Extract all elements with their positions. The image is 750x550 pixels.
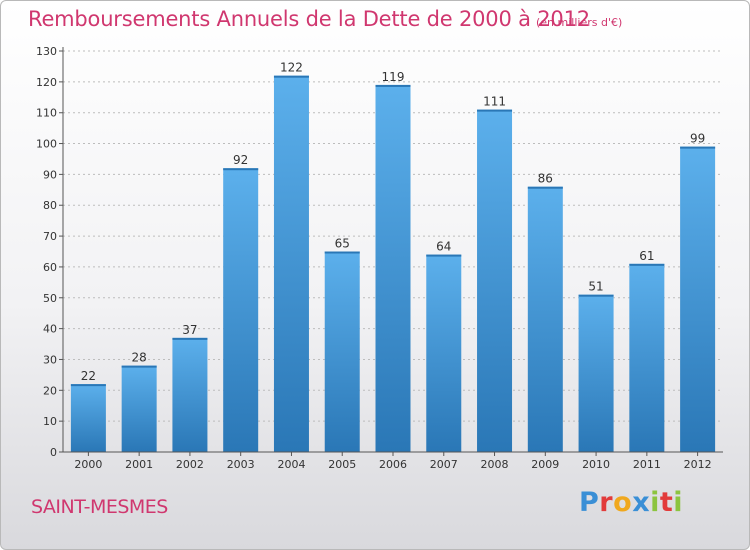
y-tick-label: 10: [43, 415, 57, 428]
bar-2006: [375, 84, 411, 452]
logo-letter: P: [579, 487, 600, 518]
x-tick-label: 2002: [176, 458, 204, 471]
bar-top-edge: [578, 294, 614, 297]
bar-2003: [223, 168, 259, 452]
proxiti-logo[interactable]: Proxiti: [579, 487, 683, 518]
bar-top-edge: [70, 384, 106, 387]
data-label: 122: [280, 61, 303, 75]
x-tick-label: 2011: [633, 458, 661, 471]
chart-title: Remboursements Annuels de la Dette de 20…: [28, 7, 590, 31]
logo-letter: o: [613, 487, 633, 518]
x-tick-label: 2001: [125, 458, 153, 471]
x-tick-label: 2000: [74, 458, 102, 471]
y-tick-label: 60: [43, 261, 57, 274]
y-tick-label: 110: [36, 107, 57, 120]
y-tick-label: 0: [50, 446, 57, 459]
data-label: 37: [182, 323, 197, 337]
bar-2004: [273, 75, 309, 452]
data-label: 119: [382, 70, 405, 84]
bar-top-edge: [273, 75, 309, 78]
bar-top-edge: [172, 337, 208, 340]
bar-2012: [680, 146, 716, 452]
bar-top-edge: [121, 365, 157, 368]
data-label: 28: [132, 351, 147, 365]
bar-2011: [629, 263, 665, 452]
bar-2000: [70, 384, 106, 452]
logo-letter: x: [632, 487, 651, 518]
data-label: 61: [639, 249, 654, 263]
data-label: 64: [436, 240, 451, 254]
logo-letter: t: [659, 487, 674, 518]
y-tick-label: 90: [43, 168, 57, 181]
town-name: SAINT-MESMES: [31, 496, 168, 518]
unit-label: (en milliers d'€): [536, 16, 623, 29]
bar-2005: [324, 251, 360, 452]
bar-top-edge: [426, 254, 462, 257]
x-tick-label: 2005: [328, 458, 356, 471]
x-tick-label: 2010: [582, 458, 610, 471]
bar-top-edge: [680, 146, 716, 149]
y-tick-label: 120: [36, 76, 57, 89]
x-tick-label: 2009: [531, 458, 559, 471]
bar-2010: [578, 294, 614, 452]
bar-top-edge: [477, 109, 513, 112]
bar-top-edge: [223, 168, 259, 171]
bar-2001: [121, 365, 157, 452]
bar-2007: [426, 254, 462, 452]
bar-2009: [527, 186, 563, 452]
y-tick-label: 40: [43, 323, 57, 336]
labels: 0 10 20 30 40 50 60 70 80 90 100 110 120 130 22 2000 28 2…: [36, 45, 712, 471]
y-tick-label: 70: [43, 230, 57, 243]
y-tick-label: 20: [43, 384, 57, 397]
x-tick-label: 2008: [481, 458, 509, 471]
logo-letter: i: [650, 487, 660, 518]
data-label: 65: [335, 237, 350, 251]
data-label: 111: [483, 95, 506, 109]
y-tick-label: 100: [36, 138, 57, 151]
data-label: 51: [588, 280, 603, 294]
y-tick-label: 130: [36, 45, 57, 58]
axes: [59, 47, 723, 456]
data-label: 86: [538, 172, 553, 186]
y-tick-label: 30: [43, 353, 57, 366]
y-tick-label: 80: [43, 199, 57, 212]
bar-top-edge: [375, 84, 411, 87]
bar-top-edge: [629, 263, 665, 266]
y-tick-label: 50: [43, 292, 57, 305]
bar-2008: [477, 109, 513, 452]
data-label: 22: [81, 369, 96, 383]
data-label: 92: [233, 153, 248, 167]
logo-letter: i: [673, 487, 684, 518]
bar-top-edge: [324, 251, 360, 254]
bar-2002: [172, 337, 208, 452]
x-tick-label: 2004: [277, 458, 305, 471]
bars: [70, 75, 716, 452]
x-tick-label: 2012: [684, 458, 712, 471]
x-tick-label: 2003: [227, 458, 255, 471]
x-tick-label: 2007: [430, 458, 458, 471]
data-label: 99: [690, 132, 705, 146]
logo-letter: r: [599, 487, 614, 518]
x-tick-label: 2006: [379, 458, 407, 471]
bar-top-edge: [527, 186, 563, 189]
